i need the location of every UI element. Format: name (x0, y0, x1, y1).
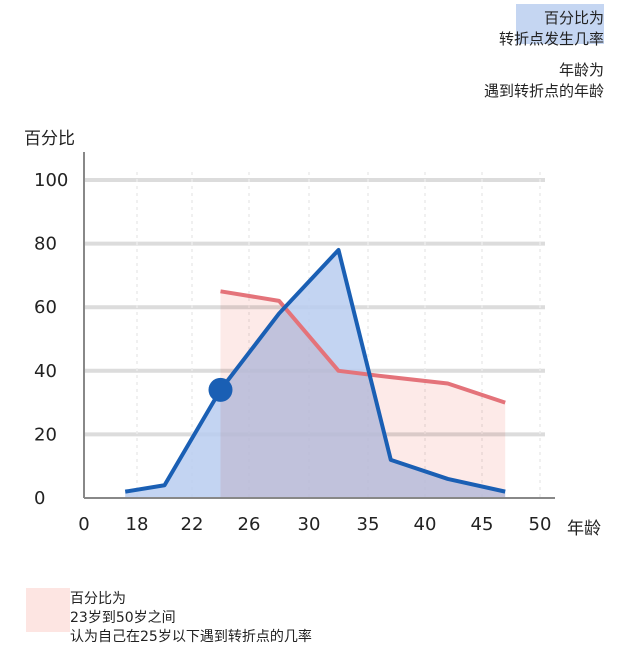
legend-band-line2: 23岁到50岁之间 (70, 610, 176, 626)
y-tick-label-60: 60 (34, 297, 57, 318)
x-tick-label-35: 35 (357, 514, 380, 535)
x-tick-label-40: 40 (414, 514, 437, 535)
series-blue-marker (208, 377, 233, 402)
x-tick-label-0: 0 (78, 514, 89, 535)
x-axis-label: 年龄 (567, 519, 601, 539)
y-tick-label-20: 20 (34, 424, 57, 445)
y-axis-label: 百分比 (24, 129, 75, 149)
x-tick-label-26: 26 (238, 514, 261, 535)
series-red-line (220, 289, 506, 405)
x-tick-label-30: 30 (298, 514, 321, 535)
x-tick-label-22: 22 (181, 514, 204, 535)
x-tick-label-50: 50 (529, 514, 552, 535)
legend-band-line3: 认为自己在25岁以下遇到转折点的几率 (70, 629, 312, 645)
legend-band: 百分比为 23岁到50岁之间 认为自己在25岁以下遇到转折点的几率 (26, 588, 626, 650)
legend-band-line1: 百分比为 (70, 591, 126, 607)
legend-blue-swatch (516, 4, 604, 44)
legend-series-a: 百分比为 转折点发生几率 (499, 8, 604, 50)
series-blue-line (124, 247, 506, 494)
y-tick-label-80: 80 (34, 234, 57, 255)
x-tick-label-45: 45 (471, 514, 494, 535)
legend-series-b-line1: 年龄为 (558, 61, 604, 79)
y-tick-label-100: 100 (34, 170, 68, 191)
y-tick-label-40: 40 (34, 361, 57, 382)
series-red-area (220, 291, 506, 498)
x-tick-label-18: 18 (126, 514, 149, 535)
legend-series-b-line2: 遇到转折点的年龄 (483, 82, 604, 100)
legend-series-a-line1: 百分比为 (543, 9, 604, 27)
legend-band-text: 百分比为 23岁到50岁之间 认为自己在25岁以下遇到转折点的几率 (70, 590, 312, 647)
legend-series-b: 年龄为 遇到转折点的年龄 (484, 60, 604, 102)
legend-band-swatch (26, 588, 70, 632)
y-tick-label-0: 0 (34, 488, 45, 509)
legend-series-a-line2: 转折点发生几率 (498, 30, 604, 48)
